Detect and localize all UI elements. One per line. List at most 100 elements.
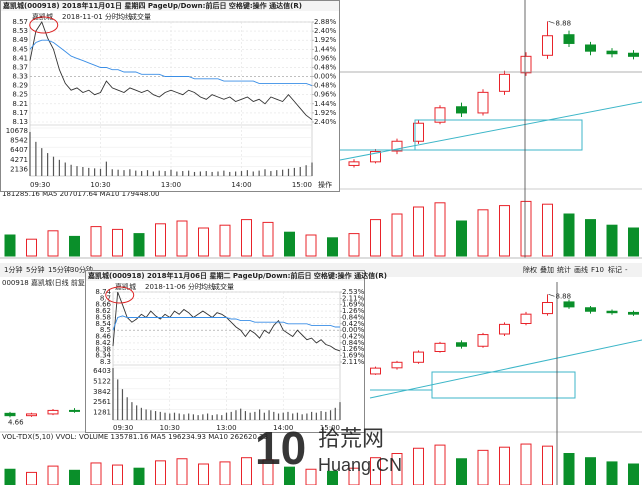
candle-body (628, 52, 639, 57)
candle-body (606, 310, 618, 314)
volume-bar (456, 220, 467, 257)
vol-tick-label: 2561 (93, 398, 111, 406)
cursor-lines (340, 0, 642, 485)
highlight-circle (105, 286, 135, 304)
volume-bar (391, 453, 403, 485)
x-tick-label: 15:00 (320, 424, 340, 432)
toolbar-item: 15分钟 (48, 265, 71, 274)
candle-body (563, 301, 575, 308)
vol-tick-label: 8542 (10, 137, 28, 145)
x-tick-label: 14:00 (273, 424, 293, 432)
high-pointer (548, 294, 555, 297)
volume-bar (305, 234, 317, 257)
candle-body (370, 367, 381, 375)
candle-body (477, 334, 489, 347)
volume-bar (434, 444, 446, 485)
legend-volume: 成交量 (130, 12, 151, 21)
volume-bar (542, 203, 553, 257)
y2-tick-label: 1.92% (314, 36, 337, 44)
volume-bar (499, 446, 510, 485)
popup-titlebar (1, 1, 339, 11)
watermark-domain: Huang.CN (318, 455, 402, 475)
volume-bar (241, 219, 252, 257)
candle-body (499, 323, 510, 335)
volume-legend: 181285.16 MA5 207017.64 MA10 179448.00 (2, 190, 159, 198)
popup-window (0, 0, 340, 192)
watermark-logo: 10 (255, 422, 306, 474)
y-tick-label: 8.38 (95, 345, 111, 353)
candle-body (413, 351, 424, 363)
candle-body (348, 161, 360, 166)
y2-tick-label: 0.84% (342, 339, 365, 347)
y2-tick-label: 2.40% (314, 27, 337, 35)
volume-legend: VOL-TDX(5,10) VVOL: VOLUME 135781.16 MA5… (2, 433, 268, 441)
candle-body (370, 151, 381, 163)
y2-tick-label: 1.44% (314, 100, 337, 108)
volume-bar (327, 237, 338, 257)
vol-tick-label: 1281 (93, 409, 111, 417)
y-tick-label: 8.25 (12, 91, 28, 99)
candle-body (585, 307, 596, 312)
volume-bar (133, 233, 145, 257)
volume-bar (69, 469, 80, 485)
vol-tick-label: 6407 (10, 146, 28, 154)
candle-body (391, 361, 403, 369)
high-pointer (548, 21, 555, 24)
x-tick-label: 09:30 (113, 424, 133, 432)
volume-bar (477, 449, 489, 485)
volume-bar (456, 458, 467, 485)
volume-bar (348, 467, 360, 485)
x-tick-label: 15:00 (292, 181, 312, 189)
y-tick-label: 8.46 (95, 333, 111, 341)
y2-tick-label: 2.88% (314, 18, 337, 26)
volume-bar (241, 457, 252, 485)
y-tick-label: 8.13 (12, 118, 28, 126)
legend-volume: 成交量 (213, 282, 234, 291)
trend-lines (339, 101, 642, 399)
volume-bar (606, 224, 618, 257)
y-tick-label: 8.66 (95, 301, 111, 309)
legend-avg: 均线 (118, 12, 132, 21)
volume-bar (628, 227, 639, 257)
y2-tick-label: 1.44% (314, 45, 337, 53)
volume-bar (327, 470, 338, 485)
candle-body (434, 107, 446, 123)
y2-tick-label: 0.00% (342, 326, 365, 334)
vol-tick-label: 5122 (93, 377, 111, 385)
volume-bar (90, 226, 102, 257)
candle-body (26, 413, 37, 417)
volume-bar (47, 230, 59, 257)
volume-bar (155, 460, 166, 485)
x-tick-label: 14:00 (231, 181, 251, 189)
y-tick-label: 8.37 (12, 63, 28, 71)
candle-body (47, 409, 59, 415)
volume-bar (628, 463, 639, 485)
toolbar-item: 1分钟 (4, 265, 22, 274)
toolbar-item: 统计 (557, 265, 571, 274)
y2-tick-label: 0.96% (314, 91, 337, 99)
y2-tick-label: 0.84% (342, 313, 365, 321)
low-label: 4.66 (8, 418, 24, 426)
intraday-popups: 嘉凯城(000918) 2018年11月01日 星期四 PageUp/Down:… (0, 0, 387, 433)
volume-bar (585, 457, 596, 485)
toolbar-item: F10 (591, 266, 604, 274)
y-tick-label: 8.5 (100, 326, 111, 334)
candle-body (434, 342, 446, 353)
y-tick-label: 8.74 (95, 288, 111, 296)
volume-bar (434, 202, 446, 257)
y2-tick-label: 0.48% (314, 82, 337, 90)
y2-tick-label: 0.48% (314, 63, 337, 71)
candle-body (520, 55, 532, 74)
y-tick-label: 8.54 (95, 320, 111, 328)
candle-body (499, 73, 510, 92)
price-line (29, 20, 313, 121)
toolbar-item: 标记 (608, 265, 622, 274)
candle-body (563, 34, 575, 44)
y2-tick-label: 0.42% (342, 320, 365, 328)
y2-tick-label: 2.53% (342, 288, 365, 296)
volume-bar (4, 234, 16, 257)
volume-bar (606, 461, 618, 485)
candle-body (542, 302, 553, 315)
chart-subtitle: 2018-11-01 分时 (62, 12, 119, 21)
